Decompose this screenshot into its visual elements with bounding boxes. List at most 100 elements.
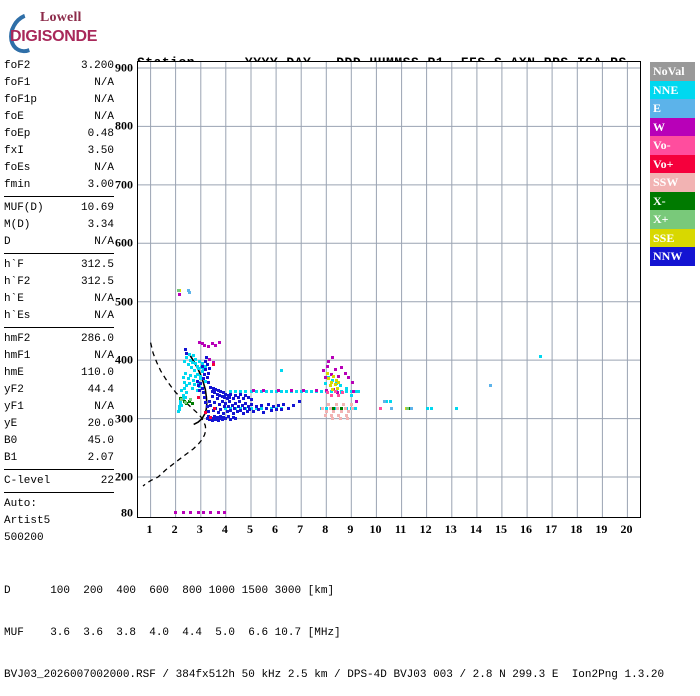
x-tick-label: 12 <box>419 522 432 536</box>
data-point <box>223 405 227 409</box>
data-point <box>274 407 278 411</box>
param-key: D <box>4 236 11 248</box>
data-point <box>180 398 184 402</box>
data-point <box>219 390 223 394</box>
param-key: foF1p <box>4 94 38 106</box>
param-row: h`Es N/A <box>4 308 114 325</box>
data-point <box>246 396 250 399</box>
data-point <box>220 399 224 403</box>
data-point <box>229 408 233 412</box>
data-point <box>329 372 333 376</box>
param-value: 3.200 <box>80 60 114 72</box>
param-row: B0 45.0 <box>4 433 114 450</box>
data-point <box>249 398 253 402</box>
data-point <box>234 401 238 405</box>
param-row: foF2 3.200 <box>4 58 114 75</box>
legend-item-x[interactable]: X- <box>650 191 695 210</box>
data-point <box>203 396 206 399</box>
param-row: hmE 110.0 <box>4 365 114 382</box>
data-point <box>210 390 214 394</box>
param-key: yF2 <box>4 384 24 396</box>
legend-item-vo[interactable]: Vo+ <box>650 154 695 173</box>
data-point <box>184 396 188 399</box>
data-point <box>338 417 342 421</box>
data-point <box>186 363 190 367</box>
data-point <box>224 392 228 396</box>
data-point <box>336 406 339 410</box>
param-value: 3.50 <box>87 145 114 157</box>
data-point <box>279 407 283 411</box>
legend-item-sse[interactable]: SSE <box>650 228 695 247</box>
data-point <box>185 384 189 388</box>
data-point <box>205 363 209 367</box>
data-point <box>337 380 341 384</box>
data-point <box>214 418 218 422</box>
ionogram-data-points <box>138 62 640 517</box>
param-value: 312.5 <box>80 259 114 271</box>
data-point <box>388 399 392 403</box>
data-point <box>233 406 237 410</box>
data-point <box>326 364 329 368</box>
param-row: yE 20.0 <box>4 416 114 433</box>
data-point <box>206 376 210 380</box>
data-point <box>204 411 208 415</box>
param-value: 22 <box>100 475 114 487</box>
data-point <box>215 392 219 396</box>
param-value: 286.0 <box>80 333 114 345</box>
data-point <box>332 410 336 414</box>
lowell-digisonde-logo: Lowell DIGISONDE <box>2 6 128 60</box>
data-point <box>328 406 332 410</box>
data-point <box>322 369 326 373</box>
param-value: 45.0 <box>87 435 114 447</box>
data-point <box>213 406 217 410</box>
ionogram-plot-area[interactable] <box>137 61 641 518</box>
y-tick-label: 400 <box>115 352 133 367</box>
data-point <box>249 390 253 394</box>
data-point <box>225 397 229 401</box>
legend-item-x[interactable]: X+ <box>650 210 695 229</box>
x-tick-label: 17 <box>545 522 558 536</box>
data-point <box>344 413 348 417</box>
y-tick-label: 600 <box>115 235 133 250</box>
legend-item-noval[interactable]: NoVal <box>650 62 695 81</box>
legend-item-nnw[interactable]: NNW <box>650 247 695 266</box>
footer-info: D 100 200 400 600 800 1000 1500 3000 [km… <box>4 556 664 696</box>
param-row: h`F2 312.5 <box>4 274 114 291</box>
param-row: foE N/A <box>4 109 114 126</box>
data-point <box>184 371 188 375</box>
data-point <box>321 406 324 410</box>
direction-color-legend: NoVal NNE E W Vo- Vo+ SSW X- X+ SSE NNW <box>650 62 695 266</box>
data-point <box>216 510 220 514</box>
data-point <box>186 288 190 292</box>
data-point <box>323 376 327 380</box>
data-point <box>199 382 203 385</box>
data-point <box>455 406 459 410</box>
data-point <box>209 510 213 514</box>
legend-item-ssw[interactable]: SSW <box>650 173 695 192</box>
data-point <box>272 405 275 409</box>
legend-item-e[interactable]: E <box>650 99 695 118</box>
data-point <box>344 390 348 394</box>
legend-item-vo[interactable]: Vo- <box>650 136 695 155</box>
data-point <box>337 393 341 397</box>
data-point <box>241 412 245 416</box>
data-point <box>204 400 208 404</box>
data-point <box>329 393 333 397</box>
data-point <box>223 396 227 399</box>
legend-item-w[interactable]: W <box>650 117 695 136</box>
param-row: foEs N/A <box>4 160 114 177</box>
data-point <box>216 389 220 392</box>
data-point <box>331 378 334 382</box>
data-point <box>210 419 214 423</box>
data-point <box>282 403 286 406</box>
data-point <box>279 390 283 394</box>
legend-item-nne[interactable]: NNE <box>650 80 695 99</box>
param-value: N/A <box>94 310 114 322</box>
data-point <box>334 378 338 382</box>
data-point <box>248 407 252 411</box>
param-row: fmin 3.00 <box>4 177 114 194</box>
data-point <box>191 354 195 357</box>
data-point <box>188 382 191 385</box>
data-point <box>294 390 298 394</box>
data-point <box>196 384 200 388</box>
